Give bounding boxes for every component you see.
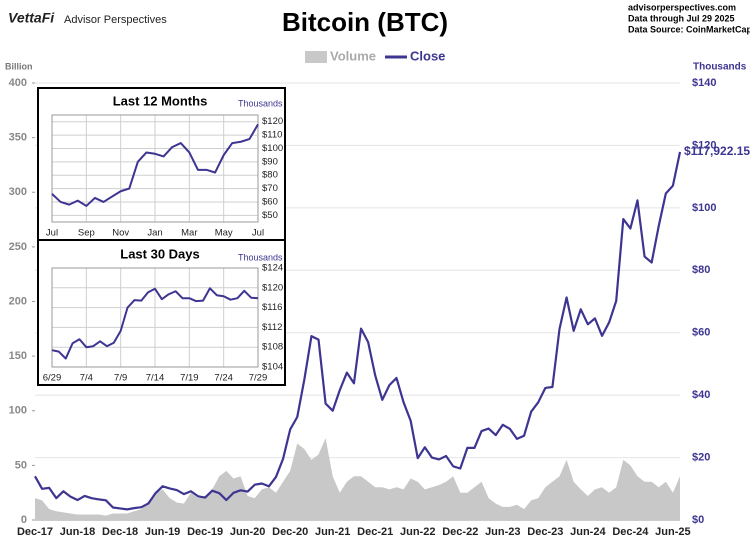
y2-tick-label: $70: [262, 183, 278, 194]
subbrand: Advisor Perspectives: [64, 14, 167, 26]
y2-tick-label: $110: [262, 130, 282, 141]
x-tick-label: Jun-20: [230, 526, 265, 538]
x-tick-label: Dec-17: [17, 526, 53, 538]
y-tick-label: 300: [9, 186, 27, 198]
x-tick-label: 7/29: [249, 373, 268, 384]
x-tick-label: Jun-22: [400, 526, 435, 538]
x-tick-label: May: [215, 228, 233, 239]
y2-axis-label: Thousands: [693, 62, 747, 73]
y2-tick-label: $100: [692, 202, 716, 214]
close-line: [51, 287, 259, 360]
x-tick-label: Dec-18: [102, 526, 138, 538]
y2-tick-label: $100: [262, 143, 283, 154]
y-tick-label: 150: [9, 350, 27, 362]
y2-tick-label: $50: [262, 210, 278, 221]
y2-tick-label: $120: [262, 116, 283, 127]
y2-tick-label: $124: [262, 263, 283, 274]
x-tick-label: 7/19: [180, 373, 199, 384]
x-tick-label: Jun-19: [145, 526, 180, 538]
x-tick-label: Dec-19: [187, 526, 223, 538]
source-line: Data Source: CoinMarketCap: [628, 24, 750, 34]
x-tick-label: Jun-23: [485, 526, 520, 538]
source-line: Data through Jul 29 2025: [628, 13, 735, 23]
value-label: $117,922.15: [684, 144, 750, 158]
x-tick-label: 7/4: [80, 373, 93, 384]
x-tick-label: Jan: [147, 228, 162, 239]
x-tick-label: Dec-22: [442, 526, 478, 538]
x-tick-label: Jun-21: [315, 526, 350, 538]
y-tick-label: 250: [9, 241, 27, 253]
close-line: [51, 123, 259, 207]
y2-tick-label: $104: [262, 362, 283, 373]
x-tick-label: 7/14: [146, 373, 165, 384]
y-tick-label: 50: [15, 459, 27, 471]
x-tick-label: Jul: [46, 228, 58, 239]
x-tick-label: Sep: [78, 228, 95, 239]
source-line: advisorperspectives.com: [628, 2, 736, 12]
x-tick-label: Nov: [112, 228, 129, 239]
y2-tick-label: $90: [262, 156, 278, 167]
y2-tick-label: $116: [262, 302, 282, 313]
y2-tick-label: $120: [262, 282, 283, 293]
x-tick-label: Dec-21: [357, 526, 393, 538]
y2-tick-label: $20: [692, 451, 710, 463]
close-line: [34, 151, 682, 511]
y2-tick-label: $108: [262, 342, 283, 353]
x-tick-label: Jul: [252, 228, 264, 239]
y2-tick-label: $60: [692, 327, 710, 339]
x-tick-label: Dec-24: [612, 526, 649, 538]
y2-tick-label: $0: [692, 514, 704, 526]
volume-area: [35, 438, 680, 520]
chart-title: Bitcoin (BTC): [282, 7, 448, 37]
y2-tick-label: $80: [692, 264, 710, 276]
inset-chart: Last 30 Days Thousands $104 $108 $112 $116 $12…: [43, 246, 283, 383]
inset-box: [37, 239, 286, 386]
y-tick-label: 400: [9, 77, 27, 89]
y2-tick-label: $80: [262, 170, 278, 181]
inset-chart: Last 12 Months Thousands $50 $60 $70 $80 $90 $1…: [46, 93, 283, 238]
inset-box: [37, 87, 286, 241]
x-tick-label: 7/24: [214, 373, 233, 384]
y-tick-label: 350: [9, 132, 27, 144]
x-tick-label: Mar: [181, 228, 197, 239]
y-tick-label: 0: [21, 514, 27, 526]
x-tick-label: Jun-24: [570, 526, 606, 538]
chart-title: Last 30 Days: [120, 246, 200, 261]
brand: VettaFi: [8, 10, 55, 26]
y2-tick-label: $120: [692, 139, 716, 151]
legend-swatch: [305, 51, 327, 63]
x-tick-label: 6/29: [43, 373, 62, 384]
legend-label: Close: [410, 48, 445, 63]
y2-tick-label: $112: [262, 322, 282, 333]
y-axis-label: Billion: [5, 61, 33, 71]
y-tick-label: 200: [9, 295, 27, 307]
y2-tick-label: $140: [692, 77, 716, 89]
x-tick-label: Jun-25: [655, 526, 690, 538]
y2-axis-label: Thousands: [238, 98, 283, 108]
y2-tick-label: $40: [692, 389, 710, 401]
x-tick-label: Dec-20: [272, 526, 308, 538]
y2-axis-label: Thousands: [238, 252, 283, 262]
x-tick-label: 7/9: [114, 373, 127, 384]
chart-title: Last 12 Months: [113, 93, 208, 108]
x-tick-label: Jun-18: [60, 526, 95, 538]
legend-label: Volume: [330, 48, 376, 63]
y-tick-label: 100: [9, 405, 27, 417]
y2-tick-label: $60: [262, 196, 278, 207]
x-tick-label: Dec-23: [527, 526, 563, 538]
